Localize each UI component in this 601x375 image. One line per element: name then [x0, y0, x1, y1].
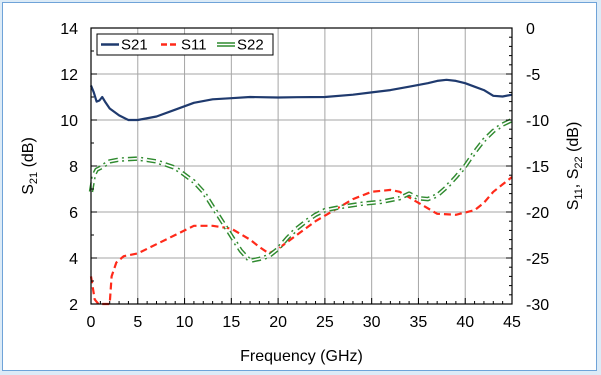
x-tick-label: 10 — [176, 314, 194, 331]
legend-label-s21: S21 — [121, 37, 148, 54]
y-axis-right-label: S11, S22 (dB) — [565, 122, 585, 211]
y-right-tick-label: -15 — [526, 159, 549, 176]
y-right-tick-label: -25 — [526, 251, 549, 268]
series-layer — [88, 78, 513, 306]
y-left-label-unit: (dB) — [20, 137, 37, 172]
x-tick-label: 15 — [222, 314, 240, 331]
y-left-tick-label: 6 — [69, 205, 78, 222]
series-s11-line — [89, 176, 513, 306]
x-tick-label: 45 — [503, 314, 521, 331]
tick-labels: 0 5 10 15 20 25 30 35 40 45 2 4 6 8 10 12 14 -30 -25 -20 -15… — [60, 21, 549, 331]
y-right-tick-label: -10 — [526, 113, 549, 130]
y-left-tick-label: 8 — [69, 159, 78, 176]
y-axis-left-label: S21 (dB) — [20, 137, 40, 195]
y-right-tick-label: -30 — [526, 297, 549, 314]
y-right-label-base2: S — [565, 169, 582, 180]
y-left-tick-label: 4 — [69, 251, 78, 268]
y-right-tick-label: -20 — [526, 205, 549, 222]
x-tick-label: 30 — [363, 314, 381, 331]
y-left-tick-label: 14 — [60, 21, 78, 38]
y-left-tick-label: 12 — [60, 67, 78, 84]
x-tick-label: 20 — [269, 314, 287, 331]
y-right-tick-label: -5 — [526, 67, 540, 84]
legend-box — [96, 33, 274, 56]
y-right-label-sub1: 11 — [573, 188, 585, 199]
grid — [91, 28, 512, 304]
x-tick-label: 40 — [456, 314, 474, 331]
y-right-tick-label: 0 — [526, 21, 535, 38]
series-s22-line-inner — [90, 119, 513, 262]
legend: S21 S11 S22 — [96, 33, 274, 56]
x-axis-label: Frequency (GHz) — [240, 348, 363, 365]
axis-ticks — [90, 27, 513, 305]
y-left-tick-label: 10 — [60, 113, 78, 130]
x-tick-label: 0 — [87, 314, 96, 331]
x-tick-label: 25 — [316, 314, 334, 331]
series-s21-line — [89, 78, 513, 122]
legend-label-s11: S11 — [181, 37, 207, 54]
legend-label-s22: S22 — [237, 37, 264, 54]
series-s22-line-outline — [88, 117, 513, 264]
y-right-label-unit: (dB) — [565, 122, 582, 157]
y-left-label-base: S — [20, 184, 37, 195]
y-left-label-sub: 21 — [28, 172, 40, 184]
y-right-label-sub2: 22 — [573, 156, 585, 168]
y-right-label-base1: S — [565, 200, 582, 211]
y-right-label-sep: , — [565, 179, 582, 188]
chart-frame — [2, 2, 597, 371]
y-left-tick-label: 2 — [69, 297, 78, 314]
x-tick-label: 5 — [133, 314, 142, 331]
x-tick-label: 35 — [410, 314, 428, 331]
